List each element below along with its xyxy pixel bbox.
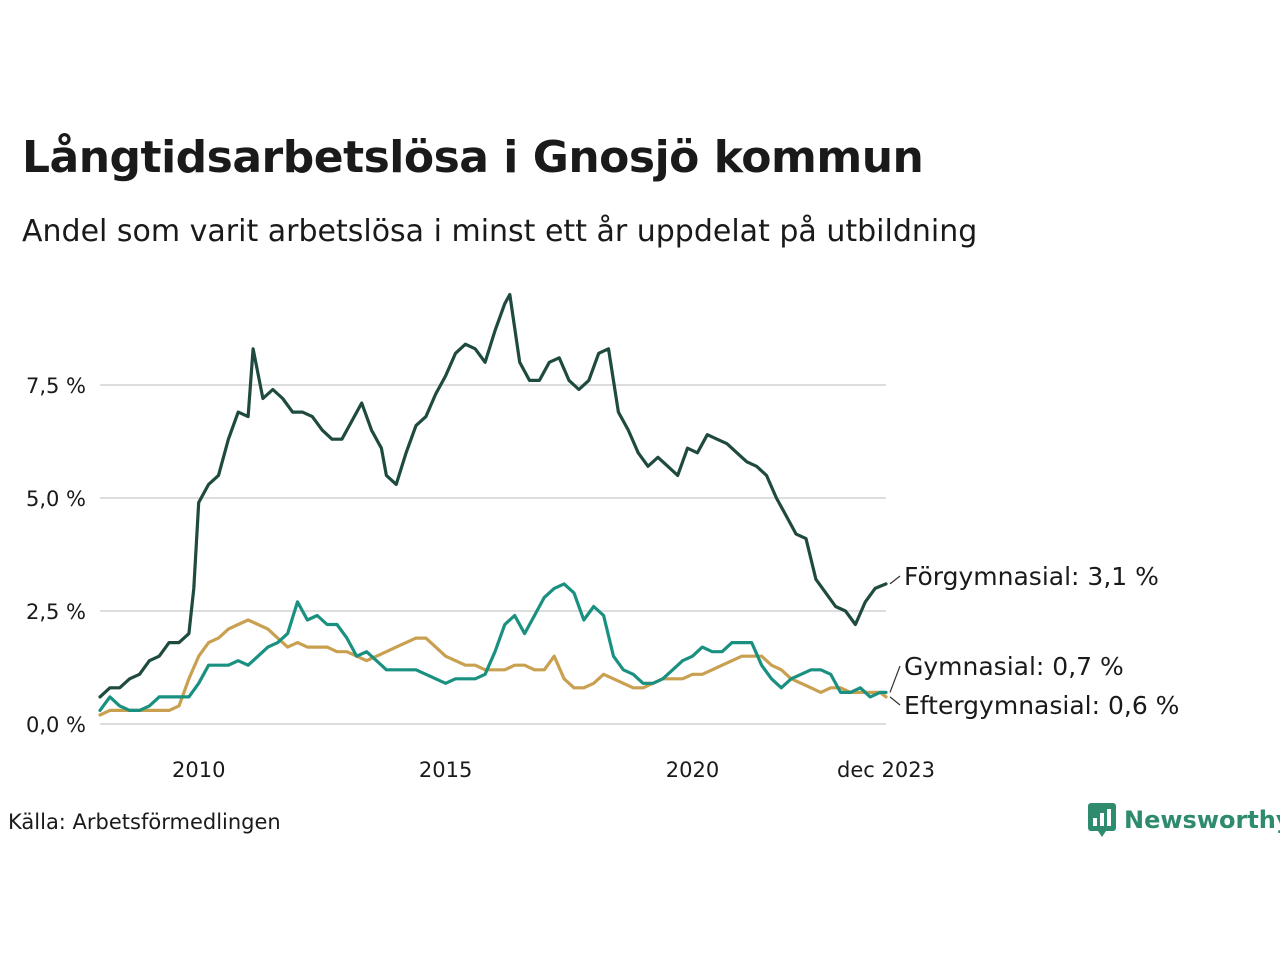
brand-name: Newsworthy (1124, 806, 1280, 834)
end-labels: Förgymnasial: 3,1 % Gymnasial: 0,7 % Efter… (889, 562, 1179, 720)
chart-subtitle: Andel som varit arbetslösa i minst ett å… (22, 214, 978, 249)
y-tick-label: 7,5 % (26, 374, 86, 398)
grid-layer (100, 383, 886, 725)
newsworthy-logo-icon (1088, 803, 1116, 837)
series-line-eftergymnasial (98, 618, 888, 717)
series-line-forgymnasial (98, 292, 888, 699)
end-label-gymnasial: Gymnasial: 0,7 % (904, 652, 1124, 681)
source-note: Källa: Arbetsförmedlingen (8, 810, 281, 834)
leader-line (889, 696, 901, 706)
series-line-gymnasial (98, 582, 888, 712)
series-layer (98, 292, 888, 717)
brand-logo: Newsworthy (1088, 803, 1280, 837)
x-tick-label: 2020 (666, 758, 719, 782)
y-axis-labels: 0,0 % 2,5 % 5,0 % 7,5 % (26, 374, 86, 737)
x-tick-label: dec 2023 (837, 758, 935, 782)
x-tick-label: 2010 (172, 758, 225, 782)
y-tick-label: 2,5 % (26, 600, 86, 624)
end-label-eftergymnasial: Eftergymnasial: 0,6 % (904, 691, 1179, 720)
end-label-forgymnasial: Förgymnasial: 3,1 % (904, 562, 1159, 591)
chart-title: Långtidsarbetslösa i Gnosjö kommun (22, 132, 924, 183)
leader-line (889, 575, 901, 585)
x-axis-labels: 2010 2015 2020 dec 2023 (172, 758, 935, 782)
x-tick-label: 2015 (419, 758, 472, 782)
y-tick-label: 5,0 % (26, 487, 86, 511)
leader-line (889, 665, 901, 693)
y-tick-label: 0,0 % (26, 713, 86, 737)
